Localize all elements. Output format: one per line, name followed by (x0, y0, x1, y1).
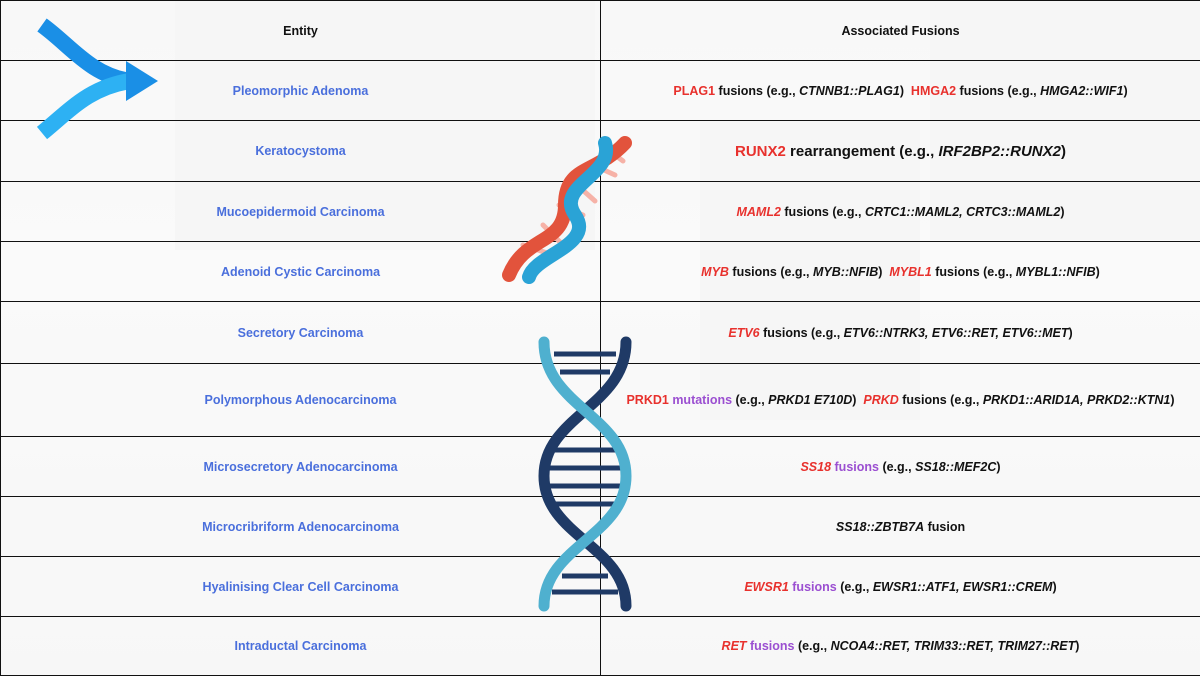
fusion-text: MYB::NFIB (813, 265, 878, 279)
fusion-text: fusions (e.g., (715, 84, 799, 98)
fusion-cell: PLAG1 fusions (e.g., CTNNB1::PLAG1) HMGA… (601, 61, 1200, 121)
fusion-text: fusions (e.g., (729, 265, 813, 279)
fusion-text: MYBL1::NFIB (1016, 265, 1096, 279)
fusion-text: ) (878, 265, 889, 279)
fusion-text: fusion (924, 520, 965, 534)
fusion-text: (e.g., (794, 639, 830, 653)
gene-name: EWSR1 (744, 580, 788, 594)
fusion-text: ETV6::NTRK3, ETV6::RET, ETV6::MET (844, 326, 1069, 340)
entity-cell: Microcribriform Adenocarcinoma (1, 497, 601, 557)
fusion-text: ) (1068, 326, 1072, 340)
entity-cell: Intraductal Carcinoma (1, 617, 601, 676)
fusion-text: ) (996, 460, 1000, 474)
fusion-text: ) (900, 84, 911, 98)
fusion-cell: RET fusions (e.g., NCOA4::RET, TRIM33::R… (601, 617, 1200, 676)
gene-name: MAML2 (736, 205, 780, 219)
fusion-cell: EWSR1 fusions (e.g., EWSR1::ATF1, EWSR1:… (601, 557, 1200, 617)
entity-cell: Hyalinising Clear Cell Carcinoma (1, 557, 601, 617)
gene-name: MYBL1 (889, 265, 931, 279)
entity-cell: Microsecretory Adenocarcinoma (1, 437, 601, 497)
fusion-text: IRF2BP2::RUNX2 (938, 143, 1061, 160)
fusion-text: rearrangement (e.g., (786, 143, 939, 160)
fusion-cell: RUNX2 rearrangement (e.g., IRF2BP2::RUNX… (601, 121, 1200, 182)
fusion-text: PRKD1::ARID1A, PRKD2::KTN1 (983, 393, 1171, 407)
fusion-text: SS18::ZBTB7A (836, 520, 924, 534)
entity-cell: Mucoepidermoid Carcinoma (1, 182, 601, 242)
fusion-cell: ETV6 fusions (e.g., ETV6::NTRK3, ETV6::R… (601, 302, 1200, 364)
fusion-text: CRTC1::MAML2, CRTC3::MAML2 (865, 205, 1060, 219)
fusion-text: ) (1052, 580, 1056, 594)
fusion-text: ) (1060, 205, 1064, 219)
fusion-text: (e.g., (879, 460, 915, 474)
fusion-text: fusions (e.g., (760, 326, 844, 340)
fusion-text: ) (1096, 265, 1100, 279)
fusion-text: fusions (e.g., (899, 393, 983, 407)
gene-name: PRKD1 (626, 393, 668, 407)
gene-name: PLAG1 (673, 84, 715, 98)
fusion-text: ) (1061, 143, 1066, 160)
fusion-text: NCOA4::RET, TRIM33::RET, TRIM27::RET (831, 639, 1076, 653)
entity-cell: Keratocystoma (1, 121, 601, 182)
fusion-text: fusions (831, 460, 879, 474)
entity-cell: Adenoid Cystic Carcinoma (1, 242, 601, 302)
entity-header: Entity (1, 1, 601, 61)
entity-cell: Secretory Carcinoma (1, 302, 601, 364)
fusion-text: fusions (e.g., (932, 265, 1016, 279)
entity-cell: Polymorphous Adenocarcinoma (1, 364, 601, 437)
gene-name: MYB (701, 265, 729, 279)
fusion-text: ) (1170, 393, 1174, 407)
fusion-text: mutations (669, 393, 732, 407)
fusion-text: HMGA2::WIF1 (1040, 84, 1123, 98)
table-header-row: Entity Associated Fusions (1, 1, 1200, 61)
fusion-text: fusions (789, 580, 837, 594)
fusion-text: ) (852, 393, 863, 407)
fusion-text: fusions (e.g., (781, 205, 865, 219)
gene-name: SS18 (800, 460, 831, 474)
gene-name: RET (722, 639, 747, 653)
fusion-text: ) (1075, 639, 1079, 653)
fusion-cell: SS18::ZBTB7A fusion (601, 497, 1200, 557)
fusions-header: Associated Fusions (601, 1, 1200, 61)
fusion-text: EWSR1::ATF1, EWSR1::CREM (873, 580, 1053, 594)
fusion-text: (e.g., (837, 580, 873, 594)
fusion-text: SS18::MEF2C (915, 460, 996, 474)
gene-name: PRKD (863, 393, 898, 407)
gene-name: HMGA2 (911, 84, 956, 98)
fusion-text: fusions (e.g., (956, 84, 1040, 98)
gene-name: ETV6 (728, 326, 759, 340)
fusion-text: ) (1123, 84, 1127, 98)
fusion-text: PRKD1 E710D (768, 393, 852, 407)
fusion-cell: MYB fusions (e.g., MYB::NFIB) MYBL1 fusi… (601, 242, 1200, 302)
gene-name: RUNX2 (735, 143, 786, 160)
fusion-text: (e.g., (732, 393, 768, 407)
fusion-cell: PRKD1 mutations (e.g., PRKD1 E710D) PRKD… (601, 364, 1200, 437)
fusion-cell: SS18 fusions (e.g., SS18::MEF2C) (601, 437, 1200, 497)
fusion-text: fusions (747, 639, 795, 653)
fusion-cell: MAML2 fusions (e.g., CRTC1::MAML2, CRTC3… (601, 182, 1200, 242)
entity-cell: Pleomorphic Adenoma (1, 61, 601, 121)
fusion-text: CTNNB1::PLAG1 (799, 84, 900, 98)
